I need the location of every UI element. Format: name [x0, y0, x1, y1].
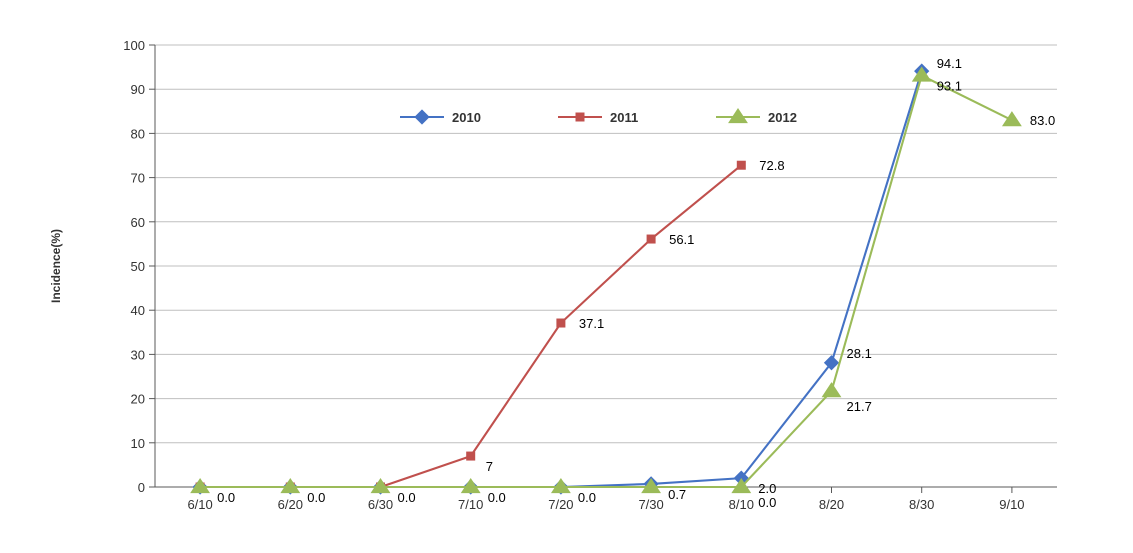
svg-text:9/10: 9/10	[999, 497, 1024, 512]
chart-svg: 0 10 20 30 40 50 60 70 80 90 100 6/10 6/20 6/30 7/10 7/…	[0, 0, 1133, 553]
svg-text:Incidence(%): Incidence(%)	[49, 229, 63, 303]
svg-text:2012: 2012	[768, 110, 797, 125]
svg-text:60: 60	[131, 215, 145, 230]
svg-text:2.0: 2.0	[758, 481, 776, 496]
svg-text:40: 40	[131, 303, 145, 318]
incidence-line-chart: 0 10 20 30 40 50 60 70 80 90 100 6/10 6/20 6/30 7/10 7/…	[0, 0, 1133, 553]
svg-text:80: 80	[131, 126, 145, 141]
svg-text:7/30: 7/30	[638, 497, 663, 512]
svg-text:21.7: 21.7	[847, 399, 872, 414]
svg-text:50: 50	[131, 259, 145, 274]
svg-text:7/20: 7/20	[548, 497, 573, 512]
svg-text:6/30: 6/30	[368, 497, 393, 512]
svg-text:70: 70	[131, 171, 145, 186]
svg-text:0: 0	[138, 480, 145, 495]
svg-text:90: 90	[131, 82, 145, 97]
svg-text:8/30: 8/30	[909, 497, 934, 512]
svg-text:93.1: 93.1	[937, 78, 962, 93]
svg-text:10: 10	[131, 436, 145, 451]
svg-text:0.0: 0.0	[578, 490, 596, 505]
svg-text:2010: 2010	[452, 110, 481, 125]
svg-text:2011: 2011	[610, 110, 638, 125]
svg-text:7/10: 7/10	[458, 497, 483, 512]
svg-text:8/20: 8/20	[819, 497, 844, 512]
svg-text:30: 30	[131, 347, 145, 362]
svg-text:100: 100	[123, 38, 145, 53]
svg-text:0.0: 0.0	[758, 495, 776, 510]
svg-text:28.1: 28.1	[847, 346, 872, 361]
svg-text:6/20: 6/20	[278, 497, 303, 512]
svg-text:72.8: 72.8	[759, 158, 784, 173]
svg-text:0.0: 0.0	[398, 490, 416, 505]
svg-text:83.0: 83.0	[1030, 113, 1055, 128]
svg-text:6/10: 6/10	[187, 497, 212, 512]
svg-text:37.1: 37.1	[579, 316, 604, 331]
svg-text:8/10: 8/10	[729, 497, 754, 512]
svg-text:94.1: 94.1	[937, 56, 962, 71]
svg-text:56.1: 56.1	[669, 232, 694, 247]
svg-text:0.7: 0.7	[668, 487, 686, 502]
svg-text:0.0: 0.0	[488, 490, 506, 505]
svg-text:20: 20	[131, 392, 145, 407]
svg-text:0.0: 0.0	[307, 490, 325, 505]
svg-text:0.0: 0.0	[217, 490, 235, 505]
svg-text:7: 7	[486, 459, 493, 474]
